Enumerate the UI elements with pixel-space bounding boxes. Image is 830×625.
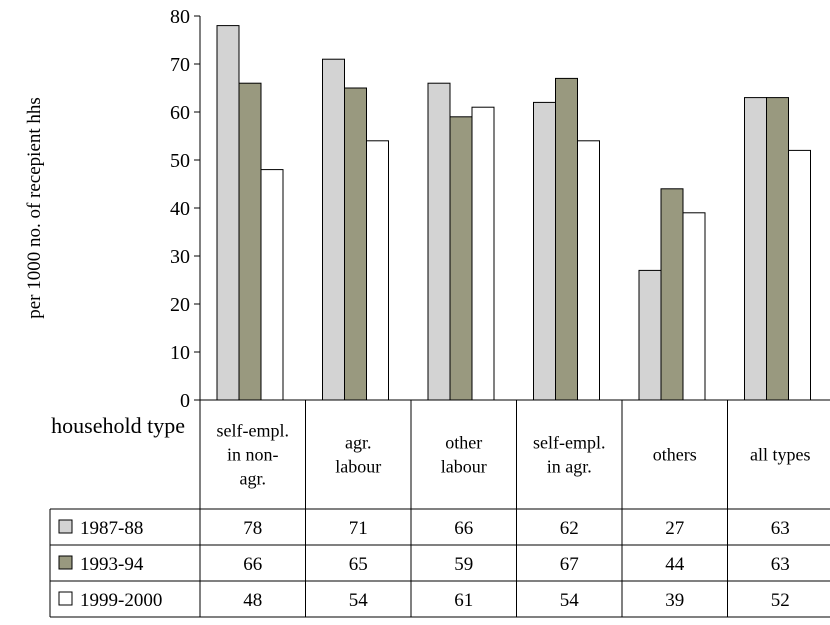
bar — [323, 59, 345, 400]
category-label: agr. — [345, 433, 372, 453]
data-label: 61 — [454, 590, 473, 611]
bar — [683, 213, 705, 400]
category-label: self-empl. — [217, 421, 289, 441]
bar — [217, 26, 239, 400]
bar — [345, 88, 367, 400]
data-label: 59 — [454, 554, 473, 575]
y-tick-label: 60 — [170, 102, 190, 124]
legend-label: 1987-88 — [80, 518, 143, 539]
legend-label: 1999-2000 — [80, 590, 162, 611]
y-tick-label: 70 — [170, 54, 190, 76]
bar — [767, 98, 789, 400]
y-tick-label: 50 — [170, 150, 190, 172]
x-axis-label: household type — [51, 413, 185, 438]
bar — [261, 170, 283, 400]
data-label: 71 — [349, 518, 368, 539]
legend-swatch — [59, 592, 72, 605]
bar — [578, 141, 600, 400]
bar — [639, 270, 661, 400]
data-label: 62 — [560, 518, 579, 539]
data-label: 67 — [560, 554, 579, 575]
category-label: labour — [441, 457, 487, 477]
y-tick-label: 20 — [170, 294, 190, 316]
bar — [789, 150, 811, 400]
bar — [661, 189, 683, 400]
category-label: agr. — [240, 469, 267, 489]
y-tick-label: 30 — [170, 246, 190, 268]
y-axis-label: per 1000 no. of recepient hhs — [24, 97, 45, 319]
data-label: 39 — [665, 590, 684, 611]
y-tick-label: 80 — [170, 6, 190, 28]
category-label: labour — [335, 457, 381, 477]
legend-swatch — [59, 556, 72, 569]
data-label: 52 — [771, 590, 790, 611]
bar — [450, 117, 472, 400]
bar — [472, 107, 494, 400]
data-label: 78 — [243, 518, 262, 539]
data-label: 66 — [243, 554, 262, 575]
legend-swatch — [59, 520, 72, 533]
data-label: 66 — [454, 518, 473, 539]
bar — [367, 141, 389, 400]
y-tick-label: 10 — [170, 342, 190, 364]
y-tick-label: 40 — [170, 198, 190, 220]
bar — [556, 78, 578, 400]
category-label: in agr. — [547, 457, 592, 477]
bar — [428, 83, 450, 400]
data-label: 48 — [243, 590, 262, 611]
category-label: other — [445, 433, 482, 453]
data-label: 44 — [665, 554, 685, 575]
data-label: 54 — [349, 590, 369, 611]
category-label: in non- — [227, 445, 279, 465]
data-label: 65 — [349, 554, 368, 575]
y-tick-label: 0 — [180, 390, 190, 412]
bar — [745, 98, 767, 400]
category-label: others — [653, 445, 697, 465]
bar — [239, 83, 261, 400]
category-label: self-empl. — [533, 433, 605, 453]
legend-label: 1993-94 — [80, 554, 144, 575]
bar — [534, 102, 556, 400]
data-label: 27 — [665, 518, 684, 539]
category-label: all types — [750, 445, 811, 465]
data-label: 63 — [771, 518, 790, 539]
data-label: 54 — [560, 590, 580, 611]
data-label: 63 — [771, 554, 790, 575]
